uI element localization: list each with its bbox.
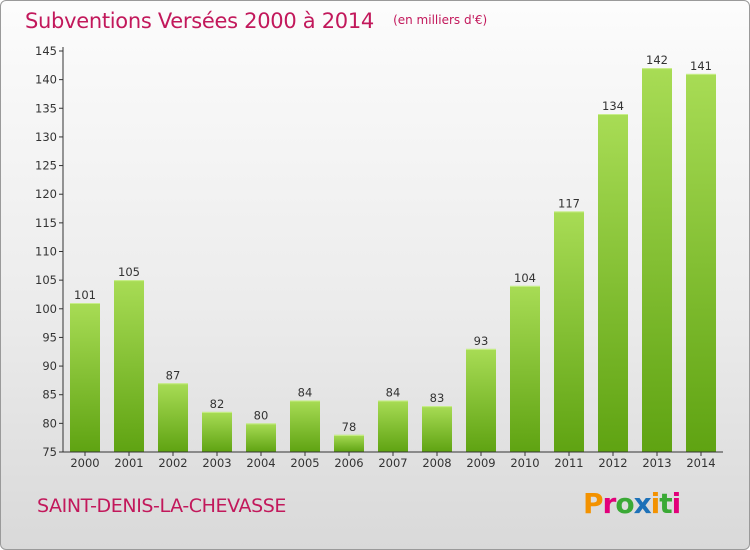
bar-2008[interactable]	[422, 406, 452, 452]
bar-2006[interactable]	[334, 434, 364, 452]
y-tick-label: 110	[35, 245, 57, 259]
logo-letter: o	[615, 487, 634, 520]
data-label-2008: 83	[430, 391, 445, 405]
data-label-2011: 117	[558, 196, 580, 210]
data-label-2014: 141	[690, 59, 712, 73]
bar-2004[interactable]	[246, 423, 276, 452]
x-tick-label-2004: 2004	[246, 456, 275, 470]
bar-2010[interactable]	[510, 285, 540, 452]
data-label-2005: 84	[298, 385, 313, 399]
x-tick-label-2003: 2003	[202, 456, 231, 470]
data-label-2003: 82	[210, 397, 225, 411]
logo-letter: P	[583, 487, 604, 520]
y-tick-label: 135	[35, 101, 57, 115]
x-tick-label-2012: 2012	[598, 456, 627, 470]
data-label-2012: 134	[602, 99, 624, 113]
y-tick-label: 140	[35, 73, 57, 87]
y-tick-label: 90	[42, 359, 57, 373]
data-label-2004: 80	[254, 408, 269, 422]
bar-2011[interactable]	[554, 211, 584, 452]
bars-layer	[70, 68, 716, 453]
x-tick-label-2005: 2005	[290, 456, 319, 470]
x-tick-label-2002: 2002	[158, 456, 187, 470]
bar-2000[interactable]	[70, 303, 100, 452]
logo-letter: r	[602, 487, 617, 520]
x-tick-label-2000: 2000	[70, 456, 99, 470]
x-tick-label-2013: 2013	[642, 456, 671, 470]
x-tick-label-2001: 2001	[114, 456, 143, 470]
logo-letter: i	[650, 487, 661, 520]
bar-2007[interactable]	[378, 400, 408, 452]
y-tick-label: 120	[35, 187, 57, 201]
y-tick-label: 80	[42, 416, 57, 430]
bar-2002[interactable]	[158, 383, 188, 452]
x-tick-label-2009: 2009	[466, 456, 495, 470]
y-tick-label: 75	[42, 445, 57, 459]
logo-letter: x	[633, 487, 652, 520]
bar-2001[interactable]	[114, 280, 144, 452]
data-label-2002: 87	[166, 368, 181, 382]
commune-name: SAINT-DENIS-LA-CHEVASSE	[37, 495, 287, 517]
y-tick-label: 105	[35, 273, 57, 287]
y-tick-label: 130	[35, 130, 57, 144]
data-label-2013: 142	[646, 53, 668, 67]
chart-title: Subventions Versées 2000 à 2014	[25, 9, 374, 33]
bar-2013[interactable]	[642, 68, 672, 452]
y-tick-label: 125	[35, 159, 57, 173]
y-tick-label: 145	[35, 44, 57, 58]
y-tick-label: 100	[35, 302, 57, 316]
x-tick-label-2007: 2007	[378, 456, 407, 470]
proxiti-logo[interactable]: Proxiti	[583, 487, 682, 520]
x-tick-label-2008: 2008	[422, 456, 451, 470]
y-tick-label: 115	[35, 216, 57, 230]
title-row: Subventions Versées 2000 à 2014 (en mill…	[25, 9, 487, 33]
x-tick-label-2010: 2010	[510, 456, 539, 470]
logo-letter: t	[659, 487, 672, 520]
x-tick-label-2011: 2011	[554, 456, 583, 470]
bar-2003[interactable]	[202, 411, 232, 452]
bar-2005[interactable]	[290, 400, 320, 452]
x-tick-label-2006: 2006	[334, 456, 363, 470]
logo-letter: i	[671, 487, 682, 520]
chart-subtitle: (en milliers d'€)	[393, 13, 488, 27]
x-tick-label-2014: 2014	[686, 456, 715, 470]
bar-2009[interactable]	[466, 348, 496, 452]
y-tick-label: 85	[42, 388, 57, 402]
data-label-2000: 101	[74, 288, 96, 302]
bar-2012[interactable]	[598, 114, 628, 452]
labels-layer: 75 80 85 90 95 100 105 110 115 120 125 130 135 140 145…	[35, 44, 716, 470]
y-tick-label: 95	[42, 330, 57, 344]
data-label-2009: 93	[474, 334, 489, 348]
data-label-2010: 104	[514, 271, 536, 285]
axes-layer	[59, 47, 723, 456]
bar-2014[interactable]	[686, 73, 716, 453]
data-label-2007: 84	[386, 385, 401, 399]
data-label-2001: 105	[118, 265, 140, 279]
data-label-2006: 78	[342, 420, 357, 434]
